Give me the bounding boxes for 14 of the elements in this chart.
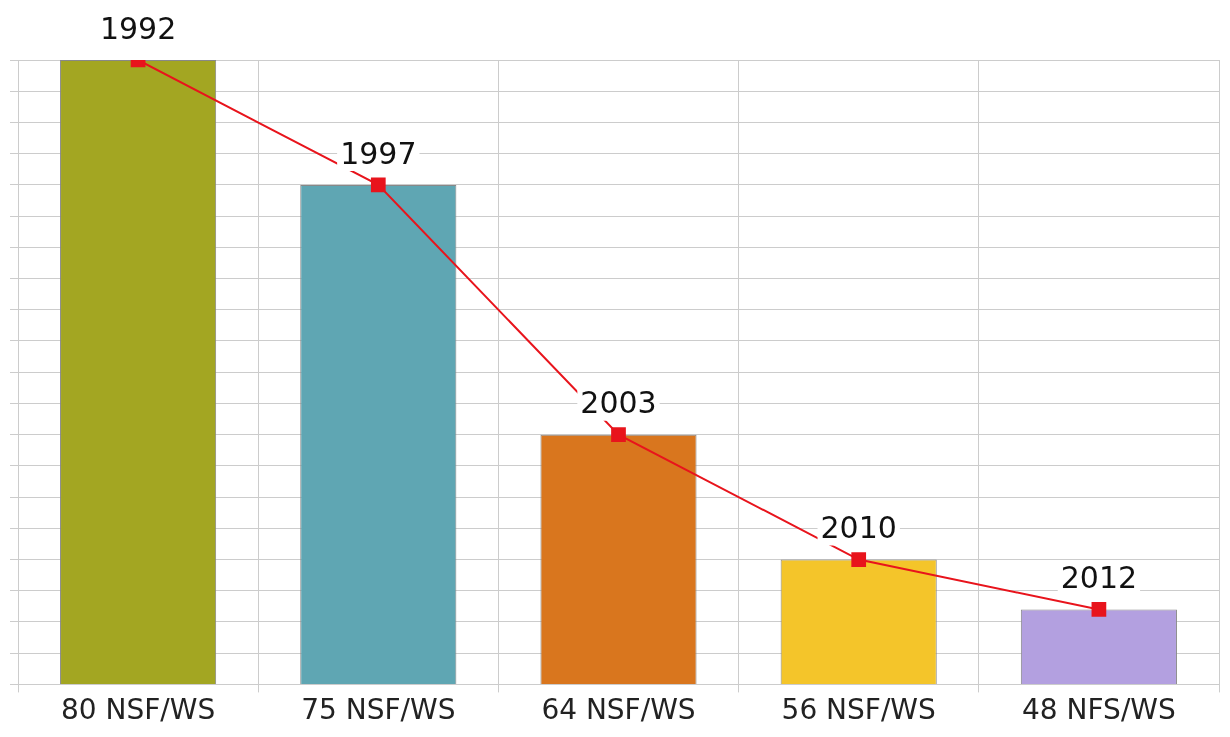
x-tick-label: 48 NFS/WS bbox=[1022, 693, 1176, 727]
x-tick-label: 56 NSF/WS bbox=[781, 693, 936, 727]
point bbox=[851, 552, 867, 567]
annotation: 1997 bbox=[340, 135, 417, 171]
point bbox=[1091, 602, 1107, 617]
annotation: 1992 bbox=[99, 10, 177, 46]
x-tick-label: 80 NSF/WS bbox=[60, 693, 216, 727]
x-tick-label: 75 NSF/WS bbox=[301, 693, 456, 727]
point bbox=[370, 177, 386, 193]
x-tick-label: 64 NSF/WS bbox=[541, 693, 696, 727]
annotation: 2010 bbox=[820, 510, 897, 546]
annotation: 2003 bbox=[580, 385, 657, 421]
point bbox=[611, 427, 626, 442]
annotation: 2012 bbox=[1060, 560, 1138, 596]
